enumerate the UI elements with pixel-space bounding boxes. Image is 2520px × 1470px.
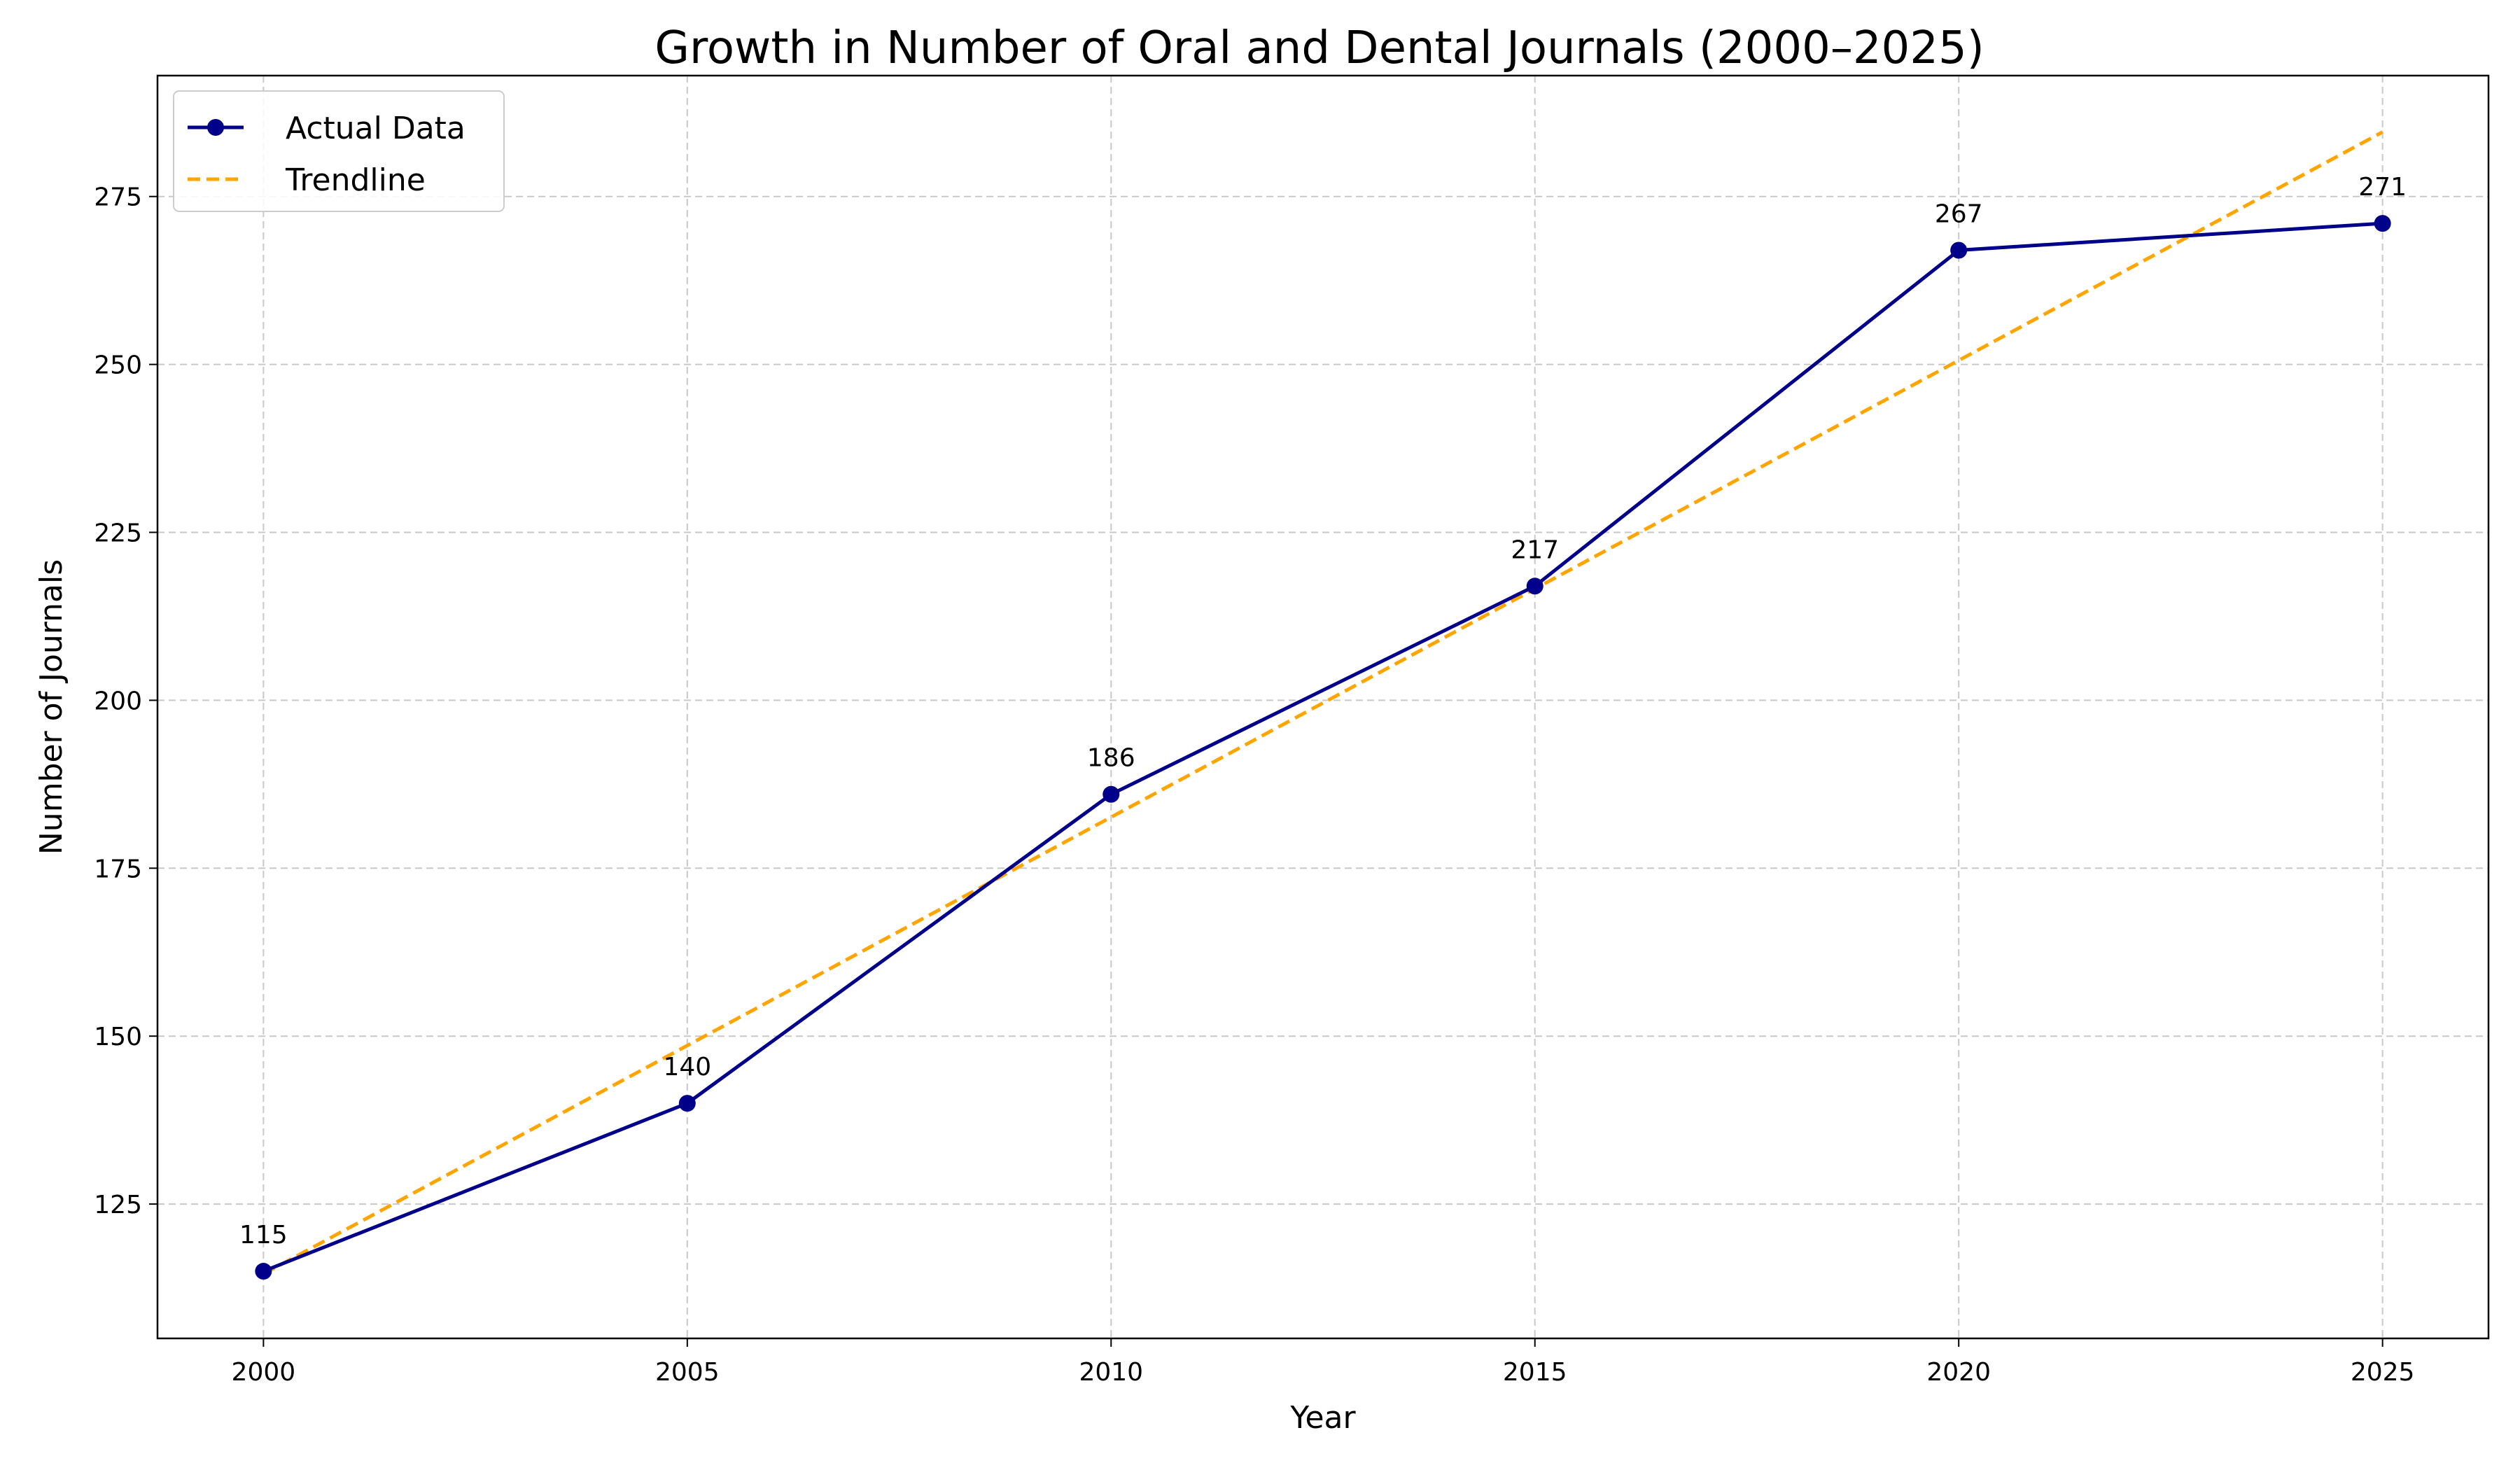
axis-ticks: 2000 2005 2010 2015 2020 2025 125 150 175 200 225 2… [94, 183, 2414, 1387]
actual-data-point [678, 1095, 696, 1112]
x-tick-label: 2010 [1079, 1358, 1143, 1387]
data-label: 186 [1087, 744, 1135, 773]
legend-actual-data-label: Actual Data [286, 111, 465, 146]
plot-area-frame [156, 74, 2490, 1340]
legend-actual-data-marker [207, 119, 224, 136]
legend-box [173, 90, 505, 212]
actual-data-point [2374, 215, 2391, 232]
y-tick-label: 200 [94, 687, 142, 715]
legend: Actual Data Trendline [173, 90, 505, 212]
x-tick-label: 2000 [232, 1358, 296, 1387]
y-axis-title: Number of Journals [34, 559, 69, 855]
x-axis-title: Year [1289, 1400, 1356, 1436]
series-layer [255, 130, 2391, 1280]
actual-data-point [1102, 785, 1120, 803]
y-tick-label: 275 [94, 183, 142, 212]
legend-trendline-label: Trendline [285, 162, 426, 198]
data-label: 267 [1935, 200, 1983, 228]
data-label: 271 [2358, 173, 2407, 202]
data-label: 217 [1511, 536, 1559, 564]
chart-title: Growth in Number of Oral and Dental Jour… [654, 22, 1984, 74]
x-tick-label: 2015 [1503, 1358, 1567, 1387]
y-tick-label: 175 [94, 855, 142, 883]
y-tick-label: 150 [94, 1023, 142, 1051]
y-tick-label: 225 [94, 519, 142, 548]
x-tick-label: 2020 [1926, 1358, 1991, 1387]
x-tick-label: 2025 [2351, 1358, 2415, 1387]
trendline-series-line [262, 130, 2384, 1276]
actual-data-series-line [262, 221, 2383, 1273]
x-tick-label: 2005 [655, 1358, 720, 1387]
actual-data-point [1950, 241, 1968, 259]
actual-data-point [1526, 578, 1544, 595]
actual-data-point [255, 1263, 272, 1280]
y-tick-label: 125 [94, 1191, 142, 1219]
data-labels: 115 140 186 217 267 271 [239, 173, 2407, 1250]
data-label: 140 [663, 1053, 711, 1082]
data-label: 115 [239, 1221, 288, 1250]
grid-lines [158, 76, 2488, 1338]
y-tick-label: 250 [94, 351, 142, 380]
